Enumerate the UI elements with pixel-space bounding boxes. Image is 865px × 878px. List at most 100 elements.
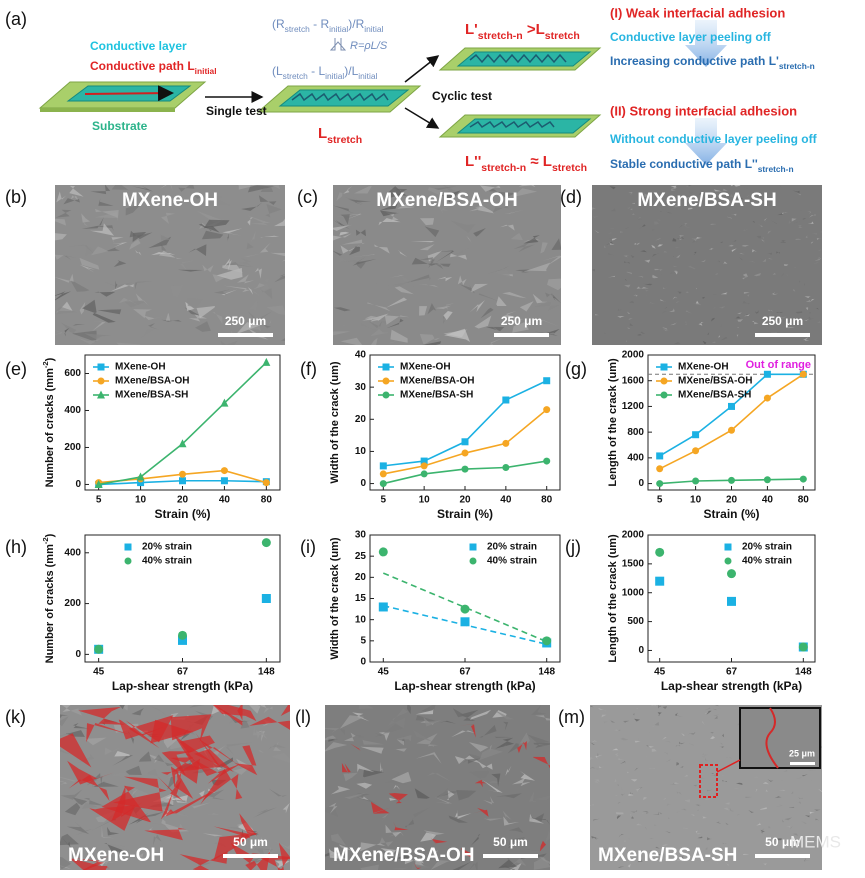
- texture: [325, 705, 550, 870]
- texture-flake: [70, 705, 90, 716]
- resistance-formula: (Rstretch - Rinitial)/Rinitial: [272, 17, 383, 34]
- texture-flake: [603, 332, 606, 335]
- texture-flake: [650, 229, 655, 231]
- texture-flake: [419, 218, 435, 226]
- panel-label: (k): [5, 707, 26, 727]
- texture-flake: [107, 826, 120, 836]
- texture-flake: [609, 186, 616, 190]
- texture-flake: [802, 774, 808, 777]
- texture-flake: [648, 302, 656, 304]
- texture-flake: [75, 829, 92, 835]
- texture-flake: [737, 813, 741, 816]
- texture-flake: [527, 734, 550, 744]
- texture-flake: [367, 302, 391, 312]
- texture-flake: [139, 329, 154, 339]
- case1-line2: Increasing conductive path L'stretch-n: [610, 54, 815, 71]
- texture-flake: [502, 810, 512, 821]
- image-label: MXene/BSA-OH: [376, 190, 517, 211]
- texture-flake: [778, 788, 786, 791]
- subscript: stretch-n: [758, 164, 794, 174]
- point: [799, 475, 807, 483]
- texture-flake: [61, 705, 71, 712]
- texture-flake: [715, 272, 718, 275]
- texture-flake: [539, 856, 550, 865]
- length-formula: (Lstretch - Linitial)/Linitial: [272, 64, 377, 81]
- texture-flake: [767, 252, 773, 255]
- texture-flake: [161, 819, 166, 826]
- texture-flake: [396, 272, 418, 286]
- texture-flake: [452, 708, 474, 718]
- texture-flake: [754, 203, 761, 207]
- texture-flake: [640, 224, 646, 228]
- texture-flake: [238, 257, 251, 266]
- text-part: )/L: [344, 64, 358, 78]
- texture-flake: [702, 816, 708, 819]
- texture-flake: [600, 820, 607, 824]
- texture-flake: [202, 264, 214, 273]
- texture-flake: [715, 194, 722, 196]
- point: [262, 479, 270, 487]
- subscript: stretch: [545, 30, 580, 42]
- texture-flake: [662, 798, 671, 801]
- texture-flake: [344, 792, 368, 799]
- texture-flake: [627, 327, 631, 330]
- texture-flake: [611, 238, 617, 241]
- texture-flake: [348, 199, 371, 205]
- point: [656, 465, 664, 473]
- texture-flake: [437, 276, 453, 282]
- texture-flake: [662, 844, 669, 848]
- texture-flake: [707, 789, 713, 792]
- texture-flake: [740, 197, 744, 201]
- texture-flake: [337, 727, 346, 735]
- texture-flake: [664, 306, 668, 309]
- texture-flake: [663, 250, 668, 253]
- texture-flake: [607, 848, 613, 852]
- texture-flake: [444, 328, 470, 342]
- texture-flake: [764, 318, 769, 322]
- texture-flake: [243, 253, 263, 257]
- crack-region: [78, 706, 125, 725]
- texture-flake: [133, 309, 153, 319]
- texture-flake: [685, 291, 689, 293]
- texture-flake: [84, 333, 111, 340]
- texture-flake: [795, 777, 802, 779]
- texture-flake: [138, 751, 152, 762]
- texture-flake: [531, 705, 547, 715]
- texture-flake: [509, 862, 522, 870]
- texture-flake: [680, 859, 685, 862]
- texture-flake: [436, 305, 452, 310]
- texture-flake: [520, 853, 547, 860]
- texture-flake: [676, 811, 681, 813]
- texture-flake: [193, 195, 201, 199]
- texture-flake: [816, 238, 822, 241]
- texture-flake: [771, 292, 779, 296]
- crack-region: [202, 768, 243, 801]
- texture-flake: [688, 265, 696, 270]
- texture-flake: [696, 833, 701, 835]
- texture-flake: [777, 212, 784, 216]
- texture-flake: [765, 789, 768, 792]
- texture-flake: [201, 230, 224, 240]
- texture-flake: [60, 857, 72, 870]
- point: [461, 465, 469, 473]
- texture-flake: [104, 746, 122, 755]
- texture-flake: [436, 250, 455, 263]
- texture-flake: [161, 212, 176, 224]
- texture-flake: [644, 826, 648, 831]
- point: [461, 438, 469, 446]
- texture-flake: [599, 753, 603, 756]
- texture-flake: [199, 790, 205, 799]
- texture-flake: [675, 712, 678, 716]
- texture-flake: [391, 771, 412, 784]
- texture-flake: [91, 246, 109, 256]
- texture-flake: [688, 185, 692, 187]
- texture-flake: [81, 213, 91, 223]
- texture-flake: [802, 218, 807, 220]
- texture-flake: [503, 816, 520, 826]
- texture-flake: [249, 299, 258, 311]
- texture-flake: [448, 815, 468, 823]
- x-axis-label: Strain (%): [154, 507, 210, 521]
- image-label: MXene/BSA-SH: [637, 190, 776, 211]
- y-tick-label: 800: [627, 427, 644, 438]
- texture-flake: [813, 838, 818, 841]
